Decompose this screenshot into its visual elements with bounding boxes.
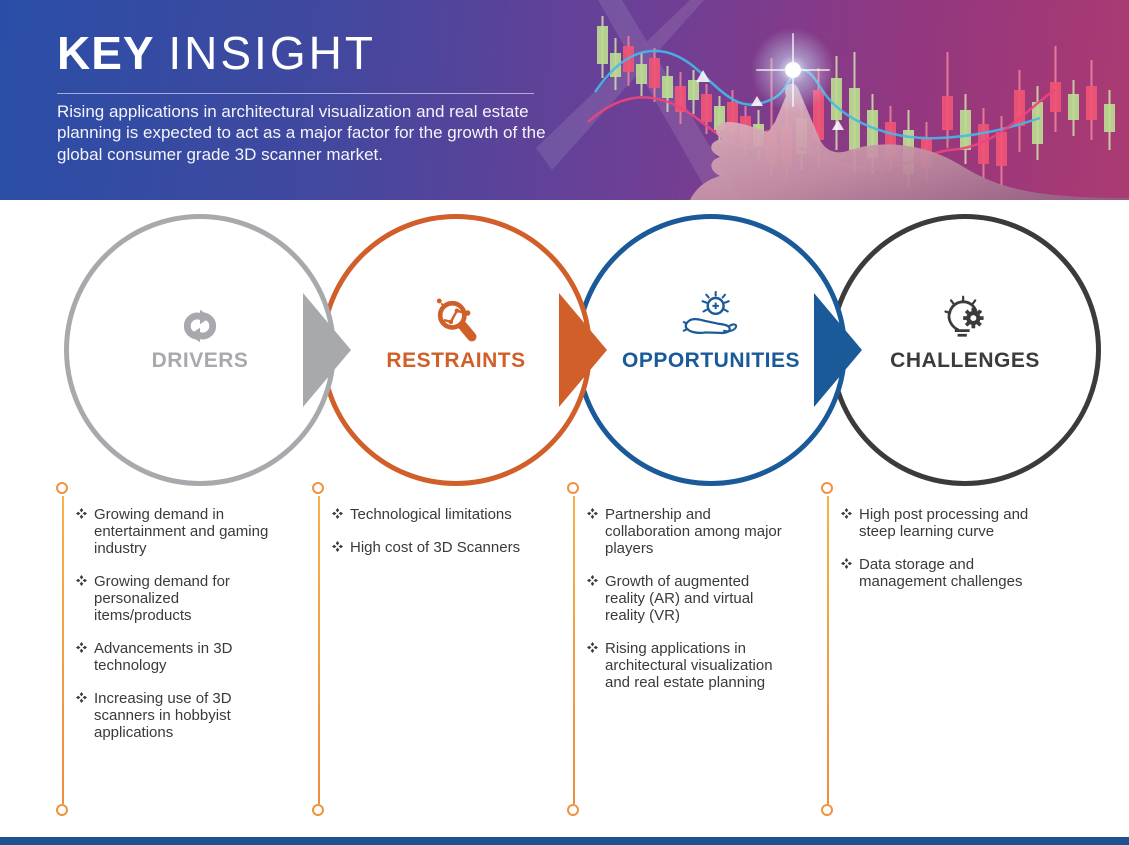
list-item-text: Growing demand for personalized items/pr… — [94, 573, 230, 624]
restraints-list: Technological limitations High cost of 3D… — [332, 506, 530, 572]
section-label: RESTRAINTS — [386, 349, 526, 372]
drivers-circle: DRIVERS — [64, 214, 336, 486]
list-item-text: Technological limitations — [350, 506, 512, 523]
list-item: Technological limitations — [332, 506, 530, 523]
stock-market-photo — [536, 0, 1129, 200]
list-item: Growth of augmented reality (AR) and vir… — [587, 573, 785, 624]
connector-ring-bottom — [312, 804, 324, 816]
diamond-bullet-icon — [76, 640, 87, 674]
page-title-regular: INSIGHT — [168, 27, 376, 79]
list-item: Partnership and collaboration among majo… — [587, 506, 785, 557]
diamond-bullet-icon — [587, 640, 598, 691]
connector-ring-bottom — [56, 804, 68, 816]
section-label: CHALLENGES — [890, 349, 1040, 372]
list-item-text: Growing demand in entertainment and gami… — [94, 506, 269, 557]
header-banner: KEY INSIGHT Rising applications in archi… — [0, 0, 1129, 200]
connector-line — [827, 496, 829, 804]
list-item: High post processing and steep learning … — [841, 506, 1039, 540]
list-item-text: Partnership and collaboration among majo… — [605, 506, 782, 557]
page-title: KEY INSIGHT — [57, 26, 376, 80]
list-item: Data storage and management challenges — [841, 556, 1039, 590]
hand-sun-icon — [680, 291, 742, 345]
magnifier-chart-icon — [429, 291, 483, 345]
diamond-bullet-icon — [332, 506, 343, 523]
connector-ring-top — [821, 482, 833, 494]
connector-ring-bottom — [821, 804, 833, 816]
diamond-bullet-icon — [332, 539, 343, 556]
restraints-circle: RESTRAINTS — [320, 214, 592, 486]
opportunities-list: Partnership and collaboration among majo… — [587, 506, 785, 707]
list-item: Advancements in 3D technology — [76, 640, 274, 674]
connector-line — [573, 496, 575, 804]
list-item: Growing demand in entertainment and gami… — [76, 506, 274, 557]
list-item-text: High cost of 3D Scanners — [350, 539, 521, 556]
list-item-text: Advancements in 3D technology — [94, 640, 233, 674]
list-item-text: Data storage and management challenges — [859, 556, 1023, 590]
diamond-bullet-icon — [841, 556, 852, 590]
diamond-bullet-icon — [587, 573, 598, 624]
connector-line — [62, 496, 64, 804]
title-separator — [57, 93, 534, 94]
list-item: Growing demand for personalized items/pr… — [76, 573, 274, 624]
list-item-text: Rising applications in architectural vis… — [605, 640, 773, 691]
list-item-text: High post processing and steep learning … — [859, 506, 1029, 540]
list-item-text: Growth of augmented reality (AR) and vir… — [605, 573, 754, 624]
list-item: High cost of 3D Scanners — [332, 539, 530, 556]
challenges-list: High post processing and steep learning … — [841, 506, 1039, 606]
connector-ring-bottom — [567, 804, 579, 816]
connector-ring-top — [56, 482, 68, 494]
header-subtitle: Rising applications in architectural vis… — [57, 102, 546, 164]
section-label: DRIVERS — [151, 349, 249, 372]
diamond-bullet-icon — [76, 506, 87, 557]
diamond-bullet-icon — [76, 690, 87, 741]
connector-line — [318, 496, 320, 804]
opportunities-circle: OPPORTUNITIES — [575, 214, 847, 486]
diamond-bullet-icon — [76, 573, 87, 624]
bulb-gear-icon — [938, 291, 992, 345]
diamond-bullet-icon — [587, 506, 598, 557]
challenges-circle: CHALLENGES — [829, 214, 1101, 486]
page-title-bold: KEY — [57, 27, 155, 79]
footer-accent-bar — [0, 837, 1129, 845]
list-item: Rising applications in architectural vis… — [587, 640, 785, 691]
diamond-bullet-icon — [841, 506, 852, 540]
cycle-arrows-icon — [171, 291, 229, 345]
list-item-text: Increasing use of 3D scanners in hobbyis… — [94, 690, 232, 741]
connector-ring-top — [312, 482, 324, 494]
list-item: Increasing use of 3D scanners in hobbyis… — [76, 690, 274, 741]
section-label: OPPORTUNITIES — [621, 349, 801, 372]
connector-ring-top — [567, 482, 579, 494]
drivers-list: Growing demand in entertainment and gami… — [76, 506, 274, 757]
